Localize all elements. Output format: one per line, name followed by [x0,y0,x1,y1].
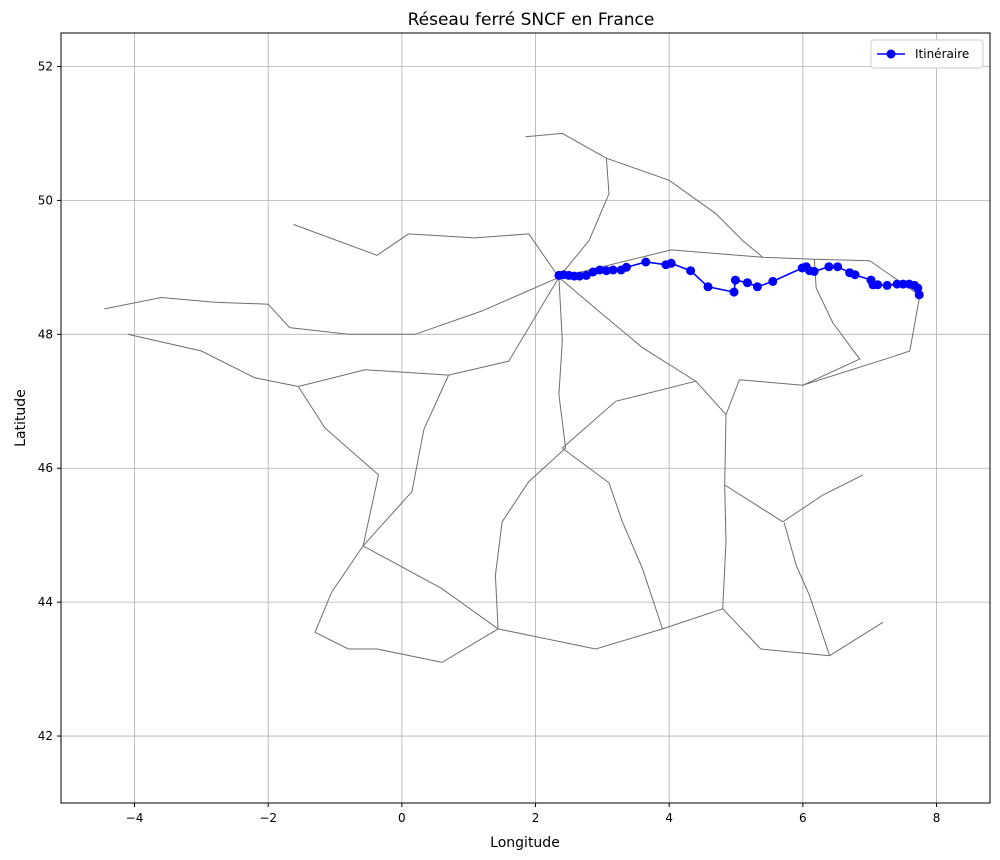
y-axis-label: Latitude [13,389,29,447]
route-point [768,276,778,286]
x-tick-label: 8 [933,811,941,825]
route-point [666,258,676,268]
route-point [575,271,585,281]
legend-box [870,39,984,69]
y-tick-label: 50 [38,193,53,207]
route-point [873,280,883,290]
rail-line [558,277,727,609]
grid [61,33,990,803]
rail-line [724,474,864,523]
rail-line [127,277,560,388]
route-point [729,287,739,297]
route-point [850,270,860,280]
route-point [595,265,605,275]
route-point [686,266,696,276]
rail-line [293,224,560,278]
y-axis-ticks: 42 44 46 48 50 52 [38,59,61,743]
rail-line [608,482,663,630]
route-series [554,257,924,300]
route-point [730,275,740,285]
route-point [824,262,834,272]
rail-line [561,380,697,484]
y-tick-label: 52 [38,59,53,73]
route-point [742,278,752,288]
x-axis-label: Longitude [490,835,560,851]
route-point [703,282,713,292]
legend-label: Itinéraire [915,47,969,61]
route-point [621,262,631,272]
rail-line [725,259,861,415]
y-tick-label: 48 [38,327,53,341]
route-point [752,282,762,292]
legend-marker [886,49,896,59]
rail-line [314,545,499,663]
x-tick-label: −4 [126,811,144,825]
rail-line [558,249,921,386]
chart-title: Réseau ferré SNCF en France [408,10,655,30]
rail-line [606,157,764,258]
rail-network [104,132,921,663]
rail-line [104,276,560,335]
route-point [913,283,923,293]
y-tick-label: 46 [38,461,53,475]
y-tick-label: 44 [38,595,53,609]
x-tick-label: 6 [799,811,807,825]
x-tick-label: 4 [665,811,673,825]
x-tick-label: 2 [532,811,540,825]
plot-frame [60,32,991,804]
route-point [833,262,843,272]
route-point [581,270,591,280]
route-point [601,266,611,276]
route-point [914,290,924,300]
rail-line [494,277,567,629]
x-tick-label: −2 [259,811,277,825]
x-axis-ticks: −4 −2 0 2 4 6 8 [126,803,941,825]
route-point [641,257,651,267]
route-point [608,265,618,275]
legend: Itinéraire [870,39,984,69]
rail-line [362,374,450,547]
rail-line [525,132,610,278]
rail-line [297,386,884,657]
rail-line [783,522,831,656]
x-tick-label: 0 [398,811,406,825]
route-point [809,266,819,276]
y-tick-label: 42 [38,729,53,743]
route-point [882,280,892,290]
